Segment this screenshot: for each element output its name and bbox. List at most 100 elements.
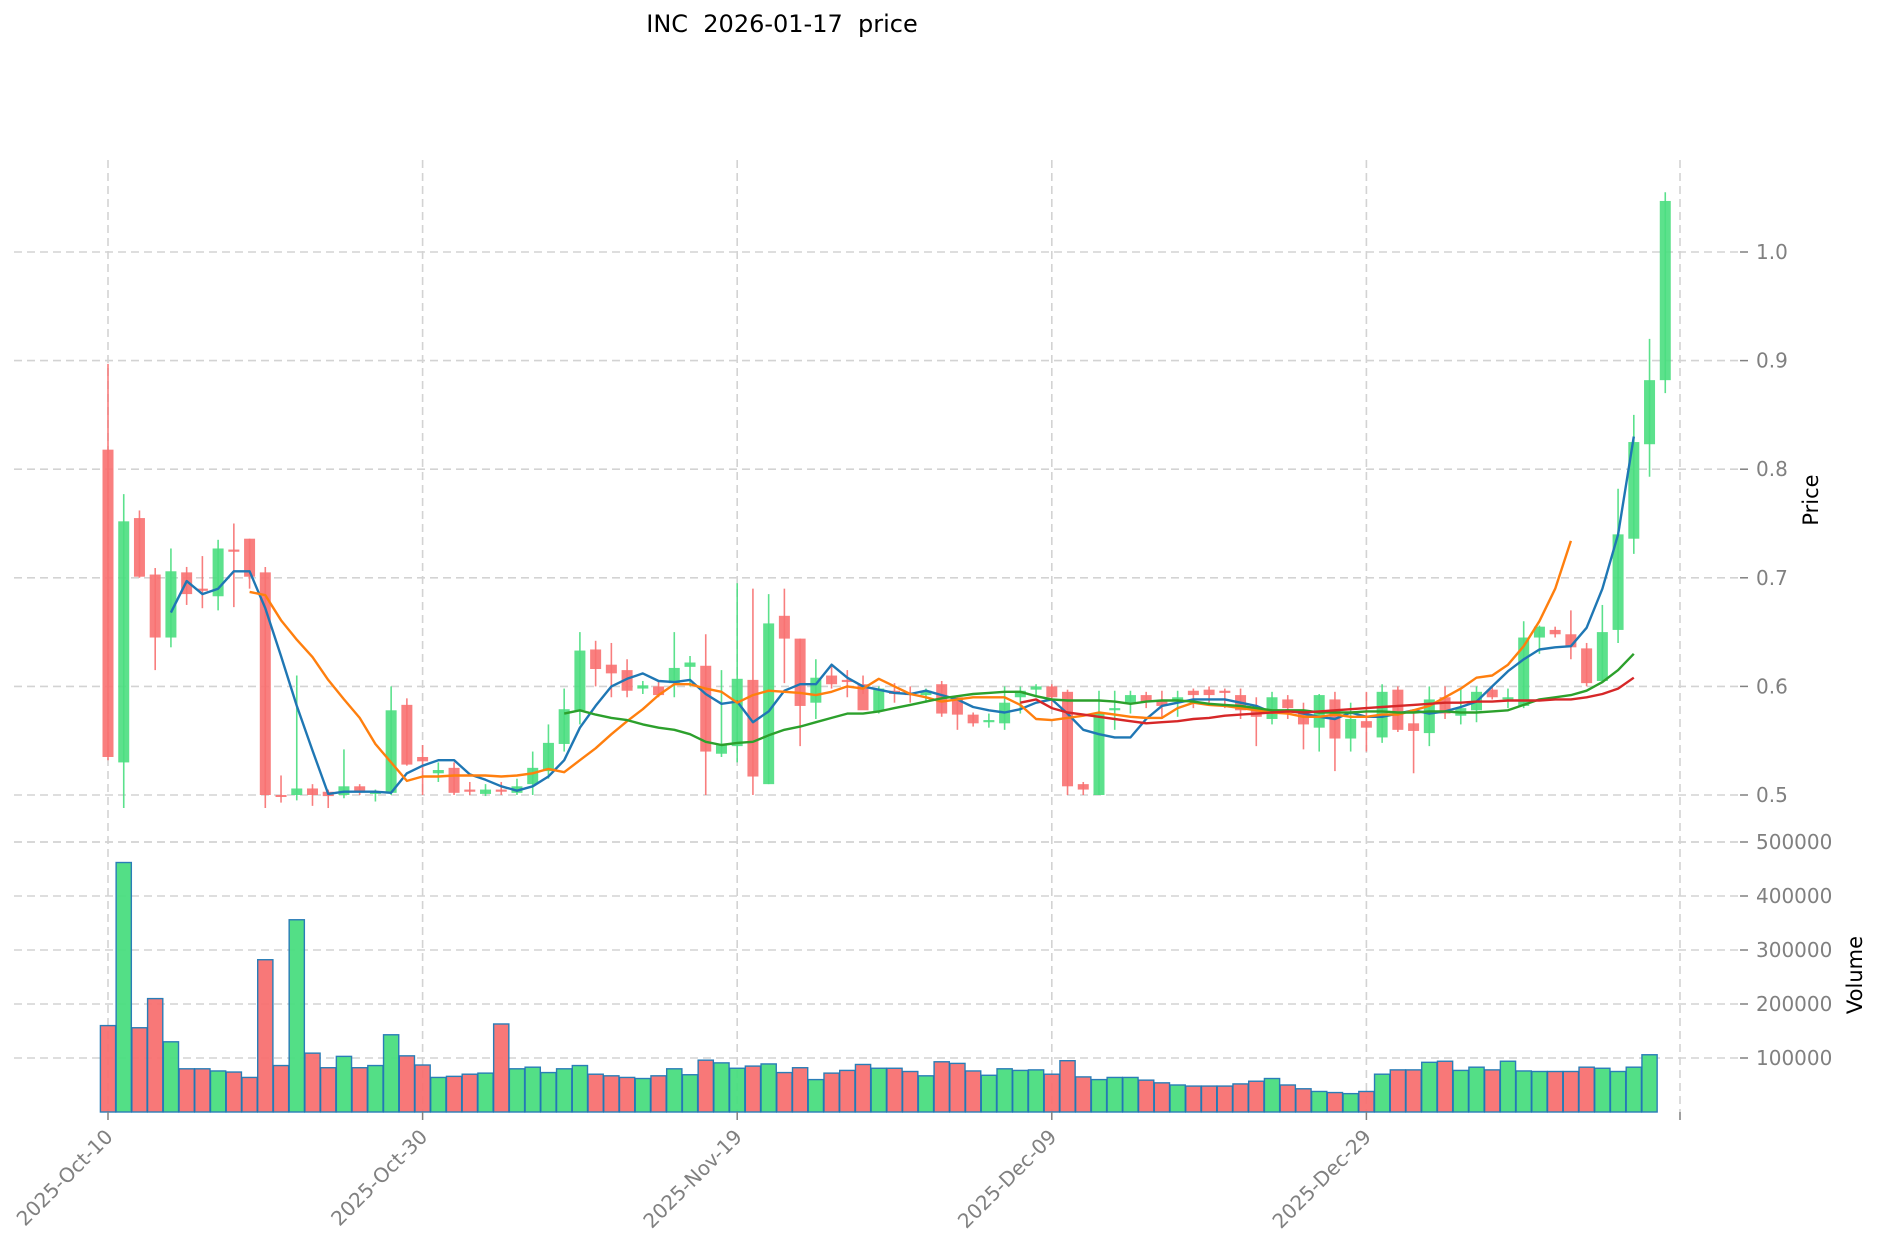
candle-body <box>1124 695 1136 703</box>
candle-body <box>1439 697 1451 714</box>
volume-bar <box>1499 1060 1517 1113</box>
volume-bar <box>807 1078 825 1113</box>
candle-body <box>1486 689 1498 698</box>
volume-bar <box>1090 1078 1108 1113</box>
candle-body <box>810 677 822 703</box>
volume-bar <box>178 1068 195 1113</box>
volume-bar <box>744 1065 762 1113</box>
volume-bar <box>241 1076 258 1113</box>
volume-bar <box>1373 1073 1391 1113</box>
candle-body <box>1297 712 1309 725</box>
candle-body <box>432 770 444 774</box>
candle-body <box>857 684 869 711</box>
price-tick-label: 0.8 <box>1756 457 1788 481</box>
volume-bar <box>1326 1091 1344 1113</box>
candle-body <box>684 662 696 667</box>
volume-tick-label: 400000 <box>1756 884 1832 908</box>
volume-bar <box>665 1068 683 1113</box>
volume-bar <box>949 1062 966 1113</box>
volume-bar <box>760 1063 777 1113</box>
candle-body <box>1644 380 1656 445</box>
candle-body <box>527 767 539 785</box>
candle-body <box>1408 723 1420 731</box>
volume-bar <box>508 1068 526 1113</box>
candle-body <box>448 767 460 793</box>
volume-bars <box>99 861 1658 1113</box>
volume-bar <box>1216 1085 1234 1113</box>
volume-bar <box>1106 1076 1124 1113</box>
price-axis-title: Price <box>1799 474 1823 525</box>
candle-body <box>1046 686 1058 698</box>
volume-bar <box>839 1069 856 1113</box>
volume-bar <box>823 1072 840 1113</box>
candle-body <box>637 685 649 689</box>
price-candles <box>102 192 1671 809</box>
volume-bar <box>1153 1082 1171 1113</box>
candle-body <box>480 789 492 794</box>
candle-body <box>1014 690 1026 698</box>
volume-bar <box>477 1072 494 1113</box>
volume-bar <box>288 919 306 1113</box>
x-tick-label: 2025-Oct-30 <box>326 1125 432 1231</box>
candle-body <box>133 518 145 577</box>
candle-body <box>1659 200 1671 381</box>
candle-body <box>1030 686 1042 690</box>
candle-body <box>495 789 507 792</box>
candle-body <box>212 548 224 597</box>
volume-bar <box>1625 1066 1643 1113</box>
volume-bar <box>964 1070 982 1113</box>
volume-bar <box>1546 1070 1564 1113</box>
candle-body <box>1392 689 1404 730</box>
volume-bar <box>933 1061 950 1113</box>
candle-body <box>920 690 932 696</box>
volume-bar <box>870 1067 888 1113</box>
volume-bar <box>650 1075 667 1113</box>
volume-bar <box>603 1075 620 1113</box>
candle-body <box>542 742 554 772</box>
volume-bar <box>382 1034 400 1113</box>
volume-bar <box>492 1023 510 1113</box>
volume-bar <box>194 1068 211 1113</box>
candle-body <box>700 665 712 752</box>
volume-bar <box>1279 1084 1297 1113</box>
ma-longest-line <box>1020 676 1635 725</box>
candle-body <box>605 664 617 674</box>
candle-body <box>983 720 995 723</box>
volume-bar <box>1027 1069 1045 1113</box>
volume-bar <box>1059 1059 1076 1113</box>
volume-bar <box>1594 1067 1611 1113</box>
volume-bar <box>146 997 164 1113</box>
candle-body <box>951 697 963 715</box>
volume-bar <box>886 1067 903 1113</box>
candle-body <box>1549 629 1561 635</box>
volume-bar <box>1515 1070 1532 1113</box>
volume-bar <box>257 959 274 1113</box>
candle-body <box>165 571 177 638</box>
candle-body <box>1565 634 1577 648</box>
candle-body <box>1502 697 1514 700</box>
x-tick-label: 2025-Nov-19 <box>638 1125 746 1233</box>
volume-bar <box>1562 1070 1580 1113</box>
volume-bar <box>540 1071 557 1113</box>
volume-bar <box>209 1070 227 1113</box>
volume-bar <box>1169 1084 1186 1113</box>
candle-body <box>1533 626 1545 638</box>
volume-bar <box>1452 1069 1470 1113</box>
volume-bar <box>681 1074 699 1113</box>
volume-bar <box>1137 1079 1155 1113</box>
volume-axis-title: Volume <box>1843 936 1867 1014</box>
volume-bar <box>319 1067 337 1113</box>
candle-body <box>385 710 397 793</box>
volume-bar <box>1342 1092 1359 1113</box>
volume-bar <box>980 1074 998 1113</box>
volume-bar <box>1122 1076 1139 1113</box>
volume-bar <box>1483 1069 1501 1113</box>
candle-body <box>228 549 240 552</box>
candle-body <box>1581 648 1593 684</box>
candle-body <box>149 574 161 638</box>
candle-body <box>1628 442 1640 539</box>
volume-bar <box>697 1059 715 1113</box>
candle-body <box>417 756 429 762</box>
volume-bar <box>99 1024 117 1113</box>
